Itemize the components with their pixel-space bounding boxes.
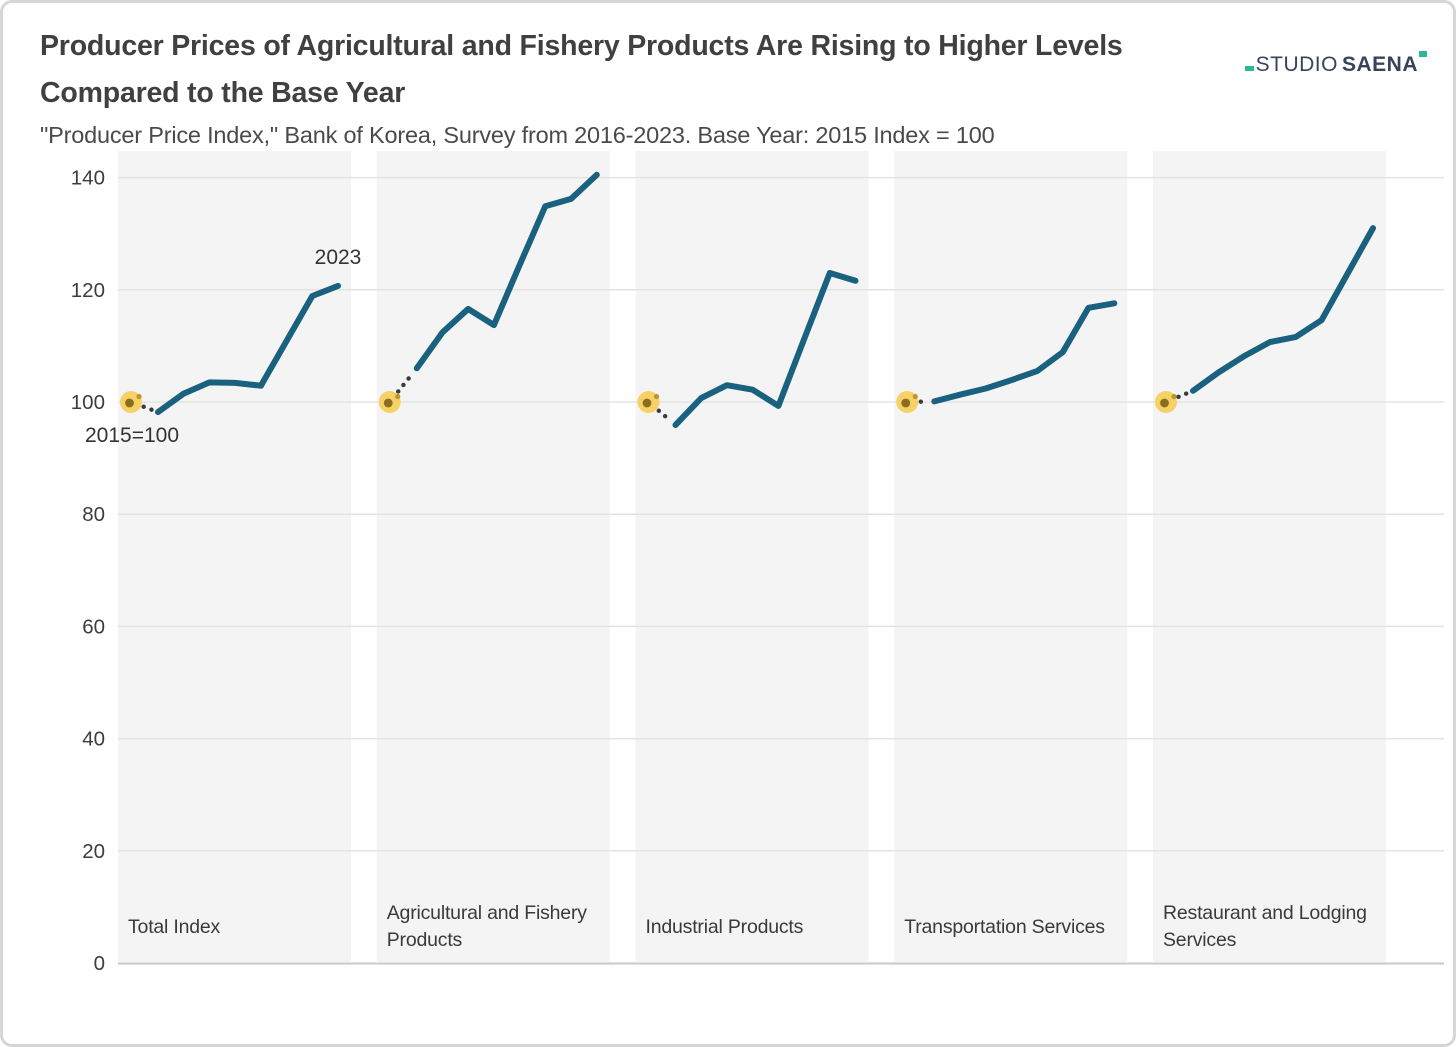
logo-saena-text: SAENA (1341, 53, 1418, 76)
base-year-marker-satellite (1171, 393, 1177, 400)
base-year-marker-center (642, 398, 652, 408)
panel-label: Restaurant and Lodging Services (1163, 902, 1367, 951)
studio-saena-logo: STUDIO SAENA (1244, 51, 1427, 77)
panel-bg (376, 151, 610, 962)
y-tick-label: 0 (94, 952, 105, 975)
annotation-base-year: 2015=100 (85, 424, 179, 447)
base-year-marker-center (383, 398, 393, 408)
base-year-marker-satellite (912, 393, 918, 400)
base-year-marker-center (125, 398, 134, 408)
y-tick-label: 60 (82, 615, 105, 638)
series-line (672, 270, 859, 428)
dotted-connector (141, 404, 155, 413)
base-year-marker-satellite (395, 393, 401, 400)
y-tick-label: 20 (82, 840, 105, 863)
base-year-marker-satellite (653, 393, 660, 400)
logo-accent-left-icon (1244, 66, 1254, 71)
panel-label: Agricultural and Fishery Products (386, 902, 587, 951)
series-line (155, 282, 341, 416)
y-tick-label: 80 (82, 503, 105, 526)
panel-bg (635, 151, 869, 962)
annotation-end-year: 2023 (315, 246, 362, 269)
chart-canvas: 0 20 40 60 80 100 120 140 2023 2015=100 (71, 151, 1444, 975)
logo-studio-text: STUDIO (1255, 53, 1338, 76)
y-tick-label: 140 (71, 167, 105, 190)
panel-bg (1153, 151, 1386, 962)
dotted-connector (1176, 390, 1190, 400)
dotted-connector (656, 408, 674, 424)
series-line (1190, 225, 1376, 394)
base-year-marker-center (901, 398, 911, 408)
panel-label: Industrial Products (645, 915, 804, 938)
y-tick-label: 100 (71, 391, 105, 414)
panel-label: Transportation Services (904, 915, 1105, 938)
panel-label: Total Index (128, 915, 221, 938)
panel-bg (118, 151, 351, 962)
logo-accent-right-icon (1419, 51, 1427, 57)
y-tick-label: 120 (71, 279, 105, 302)
series-line (931, 300, 1118, 405)
base-year-marker-satellite (136, 393, 142, 400)
panel-bg (894, 151, 1128, 962)
base-year-marker-center (1160, 398, 1169, 408)
series-line (413, 171, 600, 372)
chart-title: Producer Prices of Agricultural and Fish… (40, 30, 1123, 109)
small-multiples-chart: 0 20 40 60 80 100 120 140 2023 2015=100 Total Ind… (3, 3, 1453, 1044)
chart-subtitle: "Producer Price Index," Bank of Korea, S… (40, 122, 995, 148)
y-tick-label: 40 (82, 728, 105, 751)
